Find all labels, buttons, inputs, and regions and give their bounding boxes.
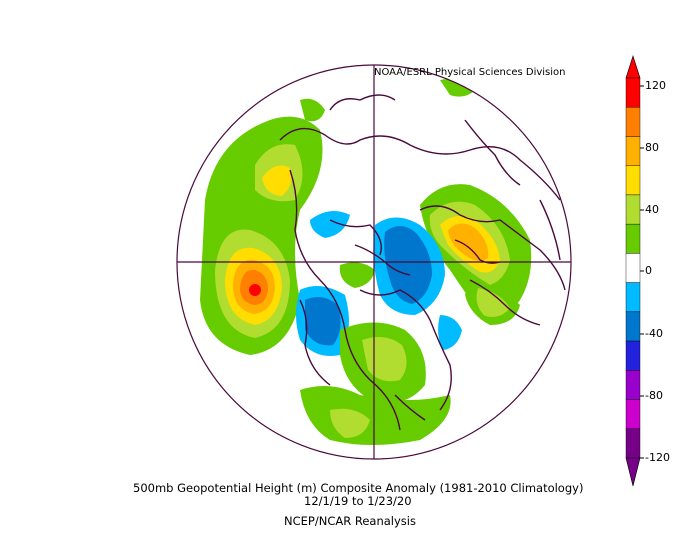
colorbar-tick-label: 0 (645, 264, 652, 277)
na-anomaly-neg60 (305, 296, 341, 346)
na-anomaly-neg40b (438, 315, 462, 350)
caption-line1: 500mb Geopotential Height (m) Composite … (133, 481, 584, 495)
colorbar-tick-label: 80 (645, 141, 659, 154)
credit-text: NOAA/ESRL Physical Sciences Division (374, 67, 566, 78)
arctic-anomaly-40pos (339, 262, 375, 288)
arctic-anomaly-neg60 (384, 226, 432, 304)
europe-anomaly-40b (440, 78, 475, 97)
south-anomaly-60 (362, 336, 407, 382)
asia-anomaly-40 (300, 98, 325, 122)
colorbar-swatch (625, 340, 641, 371)
colorbar-swatch (625, 428, 641, 459)
caption-line3: NCEP/NCAR Reanalysis (284, 514, 416, 528)
europe-anomaly-100 (448, 223, 489, 261)
colorbar-min-arrow (625, 457, 641, 487)
colorbar-tick-label: -120 (645, 451, 670, 464)
arctic-anomaly-neg40 (310, 211, 350, 238)
colorbar-max-arrow (625, 55, 641, 79)
colorbar-swatch (625, 77, 641, 108)
colorbar-swatch (625, 370, 641, 400)
colorbar-swatch (625, 399, 641, 429)
colorbar (625, 55, 644, 487)
atlantic-anomaly-60 (476, 288, 510, 317)
colorbar-swatch (625, 253, 641, 283)
pacific-anomaly-80b (262, 165, 292, 196)
colorbar-swatch (625, 136, 641, 166)
colorbar-swatch (625, 107, 641, 137)
colorbar-swatch (625, 282, 641, 313)
colorbar-tick-label: 40 (645, 203, 659, 216)
colorbar-swatch (625, 311, 641, 342)
caption-line2: 12/1/19 to 1/23/20 (304, 494, 412, 508)
pacific-anomaly-120 (249, 284, 261, 296)
colorbar-tick-label: 120 (645, 79, 666, 92)
colorbar-swatch (625, 223, 641, 254)
colorbar-tick-label: -40 (645, 327, 663, 340)
south-anomaly-60b (330, 408, 370, 438)
colorbar-swatch (625, 165, 641, 196)
colorbar-swatch (625, 194, 641, 225)
colorbar-tick-label: -80 (645, 389, 663, 402)
